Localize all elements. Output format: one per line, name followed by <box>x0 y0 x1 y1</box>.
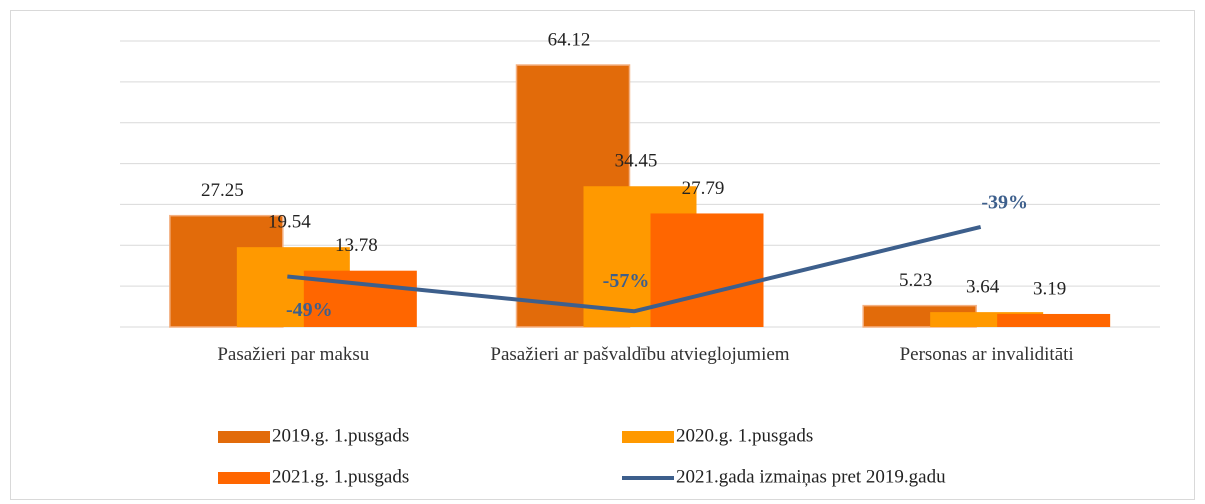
data-label: 5.23 <box>899 270 932 291</box>
line <box>287 224 982 314</box>
data-label: 3.64 <box>966 276 1000 297</box>
data-label: 27.25 <box>201 180 244 201</box>
legend-label: 2020.g. 1.pusgads <box>676 425 813 446</box>
legend-swatch <box>218 472 270 484</box>
frame <box>10 10 1195 500</box>
legend-label: 2019.g. 1.pusgads <box>272 425 409 446</box>
line-label: -39% <box>981 191 1028 213</box>
data-label: 19.54 <box>268 212 311 233</box>
legend-swatch <box>218 431 270 443</box>
legend-label: 2021.g. 1.pusgads <box>272 466 409 487</box>
data-label: 27.79 <box>682 178 725 199</box>
data-label: 64.12 <box>548 29 591 50</box>
data-label: 34.45 <box>615 151 658 172</box>
data-label: 13.78 <box>335 235 378 256</box>
line-label: -49% <box>286 299 333 321</box>
legend-swatch <box>622 431 674 443</box>
bar <box>650 213 764 327</box>
x-tick-label: Personas ar invaliditāti <box>899 344 1074 365</box>
bar <box>997 313 1111 327</box>
x-tick-label: Pasažieri par maksu <box>217 344 370 365</box>
x-tick-label: Pasažieri ar pašvaldību atvieglojumiem <box>490 344 790 365</box>
data-label: 3.19 <box>1033 278 1066 299</box>
legend-label: 2021.gada izmaiņas pret 2019.gadu <box>676 466 946 487</box>
line-label: -57% <box>603 270 650 292</box>
